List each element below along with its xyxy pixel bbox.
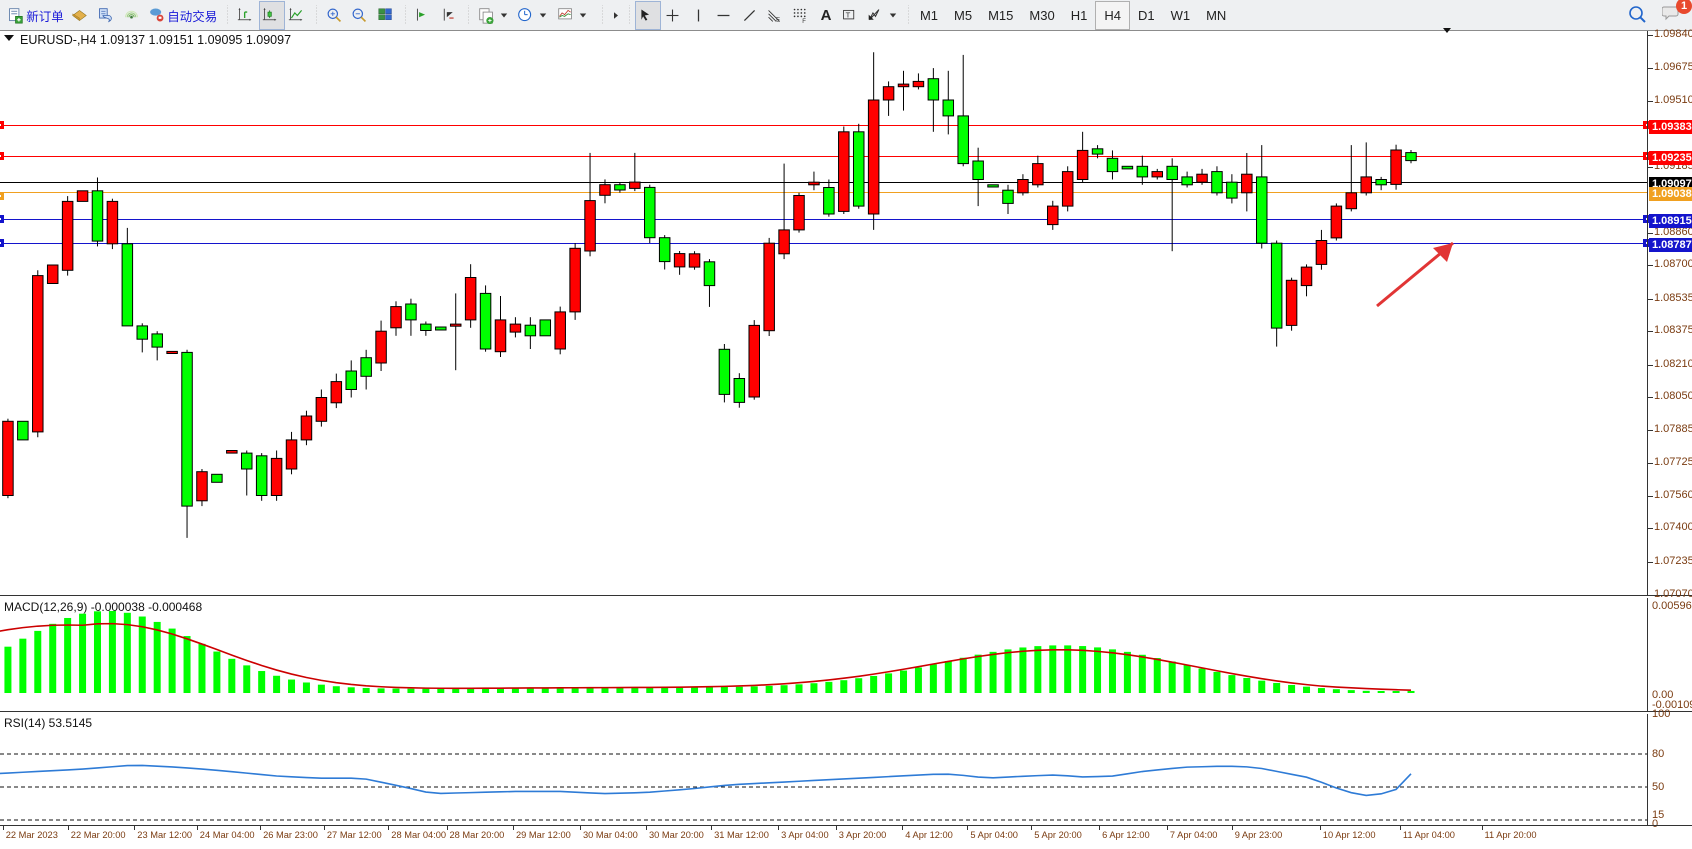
svg-text:T: T (846, 10, 851, 19)
svg-text:E: E (776, 17, 780, 23)
svg-text:F: F (802, 19, 806, 24)
